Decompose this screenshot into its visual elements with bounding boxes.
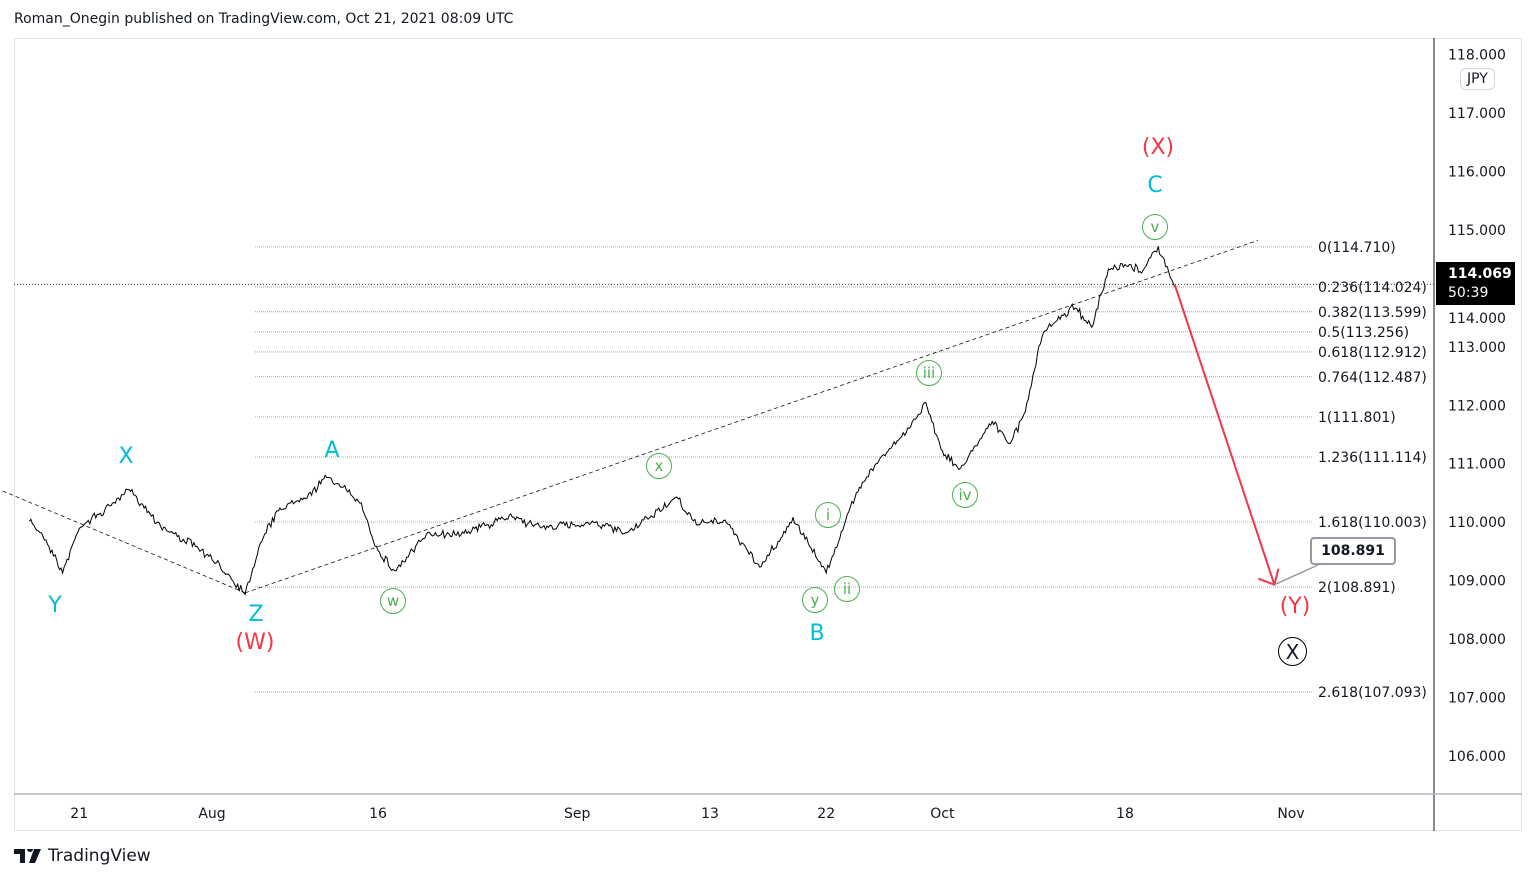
trendline — [245, 240, 1258, 594]
fib-level-label: 2.618(107.093) — [1318, 685, 1427, 701]
time-tick-label: Oct — [930, 806, 955, 822]
price-tick-label: 118.000 — [1448, 48, 1506, 64]
wave-label-x: X — [118, 444, 134, 469]
subwave-x: x — [646, 453, 672, 479]
time-tick-label: 18 — [1116, 806, 1134, 822]
brand-name: TradingView — [48, 846, 151, 866]
price-series — [28, 246, 1176, 596]
wave-label-w: (W) — [235, 630, 275, 655]
time-tick-label: Nov — [1277, 806, 1304, 822]
price-tick-label: 109.000 — [1448, 574, 1506, 590]
tradingview-logo[interactable]: TradingView — [14, 846, 151, 866]
trendline — [0, 489, 246, 594]
wave-label-circle-x: X — [1278, 637, 1307, 666]
fib-level-label: 1(111.801) — [1318, 410, 1396, 426]
price-tick-label: 113.000 — [1448, 340, 1506, 356]
price-tick-label: 117.000 — [1448, 106, 1506, 122]
currency-badge[interactable]: JPY — [1460, 68, 1495, 90]
price-tick-label: 115.000 — [1448, 223, 1506, 239]
fib-level-label: 0.236(114.024) — [1318, 280, 1427, 296]
price-tick-label: 107.000 — [1448, 691, 1506, 707]
time-tick-label: 22 — [817, 806, 835, 822]
fib-level-label: 0.5(113.256) — [1318, 325, 1409, 341]
subwave-iii: iii — [916, 360, 942, 386]
time-tick-label: Aug — [198, 806, 225, 822]
tradingview-logo-icon — [14, 849, 41, 863]
subwave-iv: iv — [952, 482, 978, 508]
fib-level-label: 1.236(111.114) — [1318, 450, 1427, 466]
fib-level-label: 2(108.891) — [1318, 580, 1396, 596]
bar-countdown: 50:39 — [1448, 285, 1489, 301]
price-tick-label: 112.000 — [1448, 398, 1506, 414]
time-tick-label: 13 — [701, 806, 719, 822]
wave-label-xx: (X) — [1141, 135, 1175, 160]
fib-level-label: 0.382(113.599) — [1318, 305, 1427, 321]
wave-label-yy: (Y) — [1279, 594, 1311, 619]
subwave-v: v — [1142, 214, 1168, 240]
subwave-i: i — [815, 502, 841, 528]
price-tick-label: 111.000 — [1448, 457, 1506, 473]
price-tick-label: 114.000 — [1448, 311, 1506, 327]
last-price-label: 114.069 50:39 — [1436, 262, 1515, 305]
time-tick-label: Sep — [564, 806, 591, 822]
price-tick-label: 116.000 — [1448, 164, 1506, 180]
time-tick-label: 21 — [70, 806, 88, 822]
publisher-header: Roman_Onegin published on TradingView.co… — [14, 11, 514, 27]
projection-arrow — [1173, 284, 1276, 586]
fib-level-label: 0.618(112.912) — [1318, 345, 1427, 361]
subwave-ii: ii — [834, 576, 860, 602]
subwave-w: w — [380, 588, 406, 614]
chart-frame[interactable] — [14, 38, 1522, 831]
wave-label-c: C — [1147, 173, 1163, 198]
price-tick-label: 108.000 — [1448, 632, 1506, 648]
target-callout-pointer — [1274, 564, 1319, 586]
fib-level-label: 0.764(112.487) — [1318, 370, 1427, 386]
wave-label-z: Z — [248, 602, 264, 627]
subwave-y: y — [802, 587, 828, 613]
time-tick-label: 16 — [369, 806, 387, 822]
wave-label-a: A — [324, 438, 340, 463]
fib-level-label: 1.618(110.003) — [1318, 515, 1427, 531]
arrow-head-icon — [1258, 568, 1280, 587]
last-price: 114.069 — [1448, 266, 1512, 282]
wave-label-y: Y — [48, 593, 62, 618]
fib-level-label: 0(114.710) — [1318, 240, 1396, 256]
target-price-label: 108.891 — [1310, 537, 1396, 565]
price-tick-label: 106.000 — [1448, 749, 1506, 765]
price-tick-label: 110.000 — [1448, 515, 1506, 531]
wave-label-b: B — [809, 621, 825, 646]
